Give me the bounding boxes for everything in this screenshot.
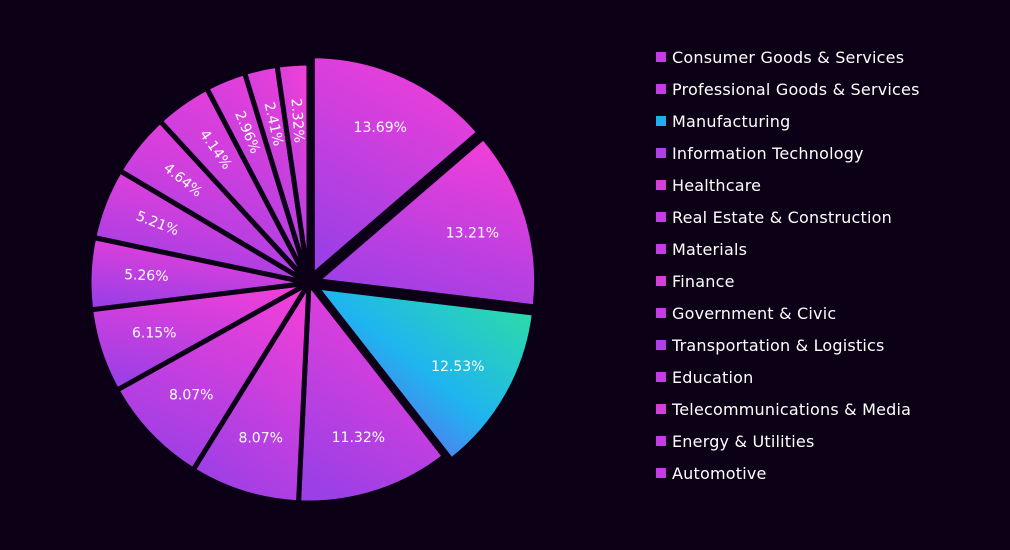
- legend-item: Real Estate & Construction: [656, 201, 1001, 233]
- legend-swatch: [656, 372, 666, 382]
- pie-slice-3: [313, 284, 537, 463]
- pie-slice-6: [114, 280, 312, 473]
- legend-label: Education: [672, 367, 754, 387]
- pie-slice-2: [314, 134, 540, 310]
- legend-label: Information Technology: [672, 143, 864, 163]
- legend-item: Finance: [656, 265, 1001, 297]
- legend-item: Healthcare: [656, 169, 1001, 201]
- legend-label: Telecommunications & Media: [672, 399, 912, 419]
- legend-item: Professional Goods & Services: [656, 73, 1001, 105]
- legend-item: Education: [656, 361, 1001, 393]
- legend-swatch: [656, 244, 666, 254]
- legend-swatch: [656, 52, 666, 62]
- pie-slices: [86, 53, 540, 506]
- legend-label: Transportation & Logistics: [672, 335, 885, 355]
- legend-item: Transportation & Logistics: [656, 329, 1001, 361]
- legend-label: Professional Goods & Services: [672, 79, 920, 99]
- slice-data-label-14: 2.32%: [288, 98, 307, 144]
- legend-label: Automotive: [672, 463, 767, 483]
- legend-swatch: [656, 84, 666, 94]
- legend-swatch: [656, 276, 666, 286]
- slice-data-label-2: 13.21%: [446, 225, 499, 241]
- legend-item: Materials: [656, 233, 1001, 265]
- legend-item: Government & Civic: [656, 297, 1001, 329]
- slice-data-label-3: 12.53%: [431, 359, 484, 375]
- pie-slice-14: [274, 60, 312, 286]
- legend-label: Consumer Goods & Services: [672, 47, 905, 67]
- slice-data-label-7: 6.15%: [132, 326, 176, 342]
- legend-swatch: [656, 436, 666, 446]
- legend-swatch: [656, 308, 666, 318]
- legend-label: Materials: [672, 239, 748, 259]
- legend: Consumer Goods & Services Professional Go…: [656, 41, 1001, 489]
- legend-item: Consumer Goods & Services: [656, 41, 1001, 73]
- slice-data-label-5: 8.07%: [238, 430, 282, 446]
- legend-label: Real Estate & Construction: [672, 207, 892, 227]
- slice-data-label-1: 13.69%: [354, 120, 407, 136]
- slice-data-label-4: 11.32%: [332, 430, 385, 446]
- legend-item: Information Technology: [656, 137, 1001, 169]
- legend-swatch: [656, 404, 666, 414]
- legend-swatch: [656, 468, 666, 478]
- legend-swatch: [656, 148, 666, 158]
- slice-data-label-8: 5.26%: [124, 267, 169, 285]
- legend-swatch: [656, 116, 666, 126]
- legend-label: Healthcare: [672, 175, 762, 195]
- legend-item: Manufacturing: [656, 105, 1001, 137]
- pie-slice-4: [295, 280, 448, 506]
- slice-data-label-6: 8.07%: [169, 387, 213, 403]
- legend-label: Government & Civic: [672, 303, 837, 323]
- legend-label: Energy & Utilities: [672, 431, 815, 451]
- legend-swatch: [656, 340, 666, 350]
- pie-slice-1: [309, 53, 482, 279]
- legend-item: Automotive: [656, 457, 1001, 489]
- pie-slice-5: [190, 280, 312, 506]
- legend-swatch: [656, 212, 666, 222]
- legend-label: Finance: [672, 271, 735, 291]
- legend-label: Manufacturing: [672, 111, 791, 131]
- legend-item: Energy & Utilities: [656, 425, 1001, 457]
- legend-item: Telecommunications & Media: [656, 393, 1001, 425]
- legend-swatch: [656, 180, 666, 190]
